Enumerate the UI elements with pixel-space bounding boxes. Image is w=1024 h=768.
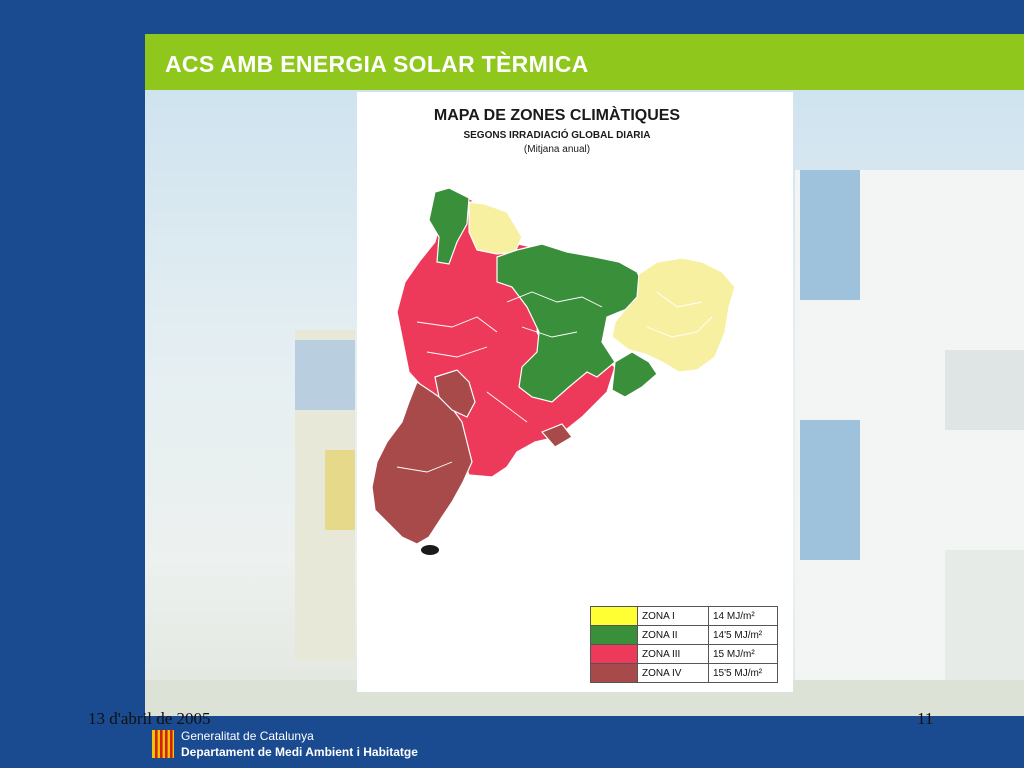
legend-zone-value: 14 MJ/m² [708, 606, 778, 626]
legend-zone-label: ZONA II [637, 625, 709, 645]
left-frame [0, 0, 145, 768]
map-title: MAPA DE ZONES CLIMÀTIQUES [433, 107, 681, 124]
zone-iv-region-3 [540, 423, 573, 448]
map-subtitle: SEGONS IRRADIACIÓ GLOBAL DIARIA [463, 130, 651, 141]
zone-ii-region-central [496, 243, 648, 403]
slide-title: ACS AMB ENERGIA SOLAR TÈRMICA [165, 51, 589, 77]
zone-i-region-north [468, 201, 523, 255]
top-frame [0, 0, 1024, 34]
org-name-line1: Generalitat de Catalunya [181, 729, 314, 743]
island-mark [421, 545, 439, 555]
zone-ii-region-west [428, 187, 470, 265]
legend-row: ZONA IV 15'5 MJ/m² [590, 663, 778, 683]
zone-iv-region-2 [434, 369, 476, 418]
map-note: (Mitjana anual) [523, 144, 591, 155]
zone-iv-region [371, 381, 473, 545]
generalitat-senyera-logo-icon [152, 730, 174, 758]
slide-page-number: 11 [917, 709, 934, 728]
org-name-line2: Departament de Medi Ambient i Habitatge [181, 745, 418, 759]
legend-row: ZONA III 15 MJ/m² [590, 644, 778, 664]
zone-ii-swatch [590, 625, 638, 645]
legend-zone-label: ZONA IV [637, 663, 709, 683]
catalonia-zone-map [371, 187, 736, 555]
zone-legend-table: ZONA I 14 MJ/m² ZONA II 14'5 MJ/m² ZONA … [590, 606, 778, 683]
zone-i-region-east [611, 257, 736, 373]
legend-zone-value: 15'5 MJ/m² [708, 663, 778, 683]
legend-zone-label: ZONA I [637, 606, 709, 626]
zone-iv-swatch [590, 663, 638, 683]
zone-i-swatch [590, 606, 638, 626]
legend-row: ZONA II 14'5 MJ/m² [590, 625, 778, 645]
legend-zone-value: 14'5 MJ/m² [708, 625, 778, 645]
zone-iii-swatch [590, 644, 638, 664]
comarca-borders [396, 291, 713, 473]
climate-zone-map-panel: MAPA DE ZONES CLIMÀTIQUES SEGONS IRRADIA… [357, 92, 793, 692]
slide-date: 13 d'abril de 2005 [88, 709, 211, 728]
legend-zone-value: 15 MJ/m² [708, 644, 778, 664]
legend-row: ZONA I 14 MJ/m² [590, 606, 778, 626]
slide-title-bar: ACS AMB ENERGIA SOLAR TÈRMICA [145, 34, 1024, 90]
zone-ii-region-coast [611, 351, 658, 398]
legend-zone-label: ZONA III [637, 644, 709, 664]
